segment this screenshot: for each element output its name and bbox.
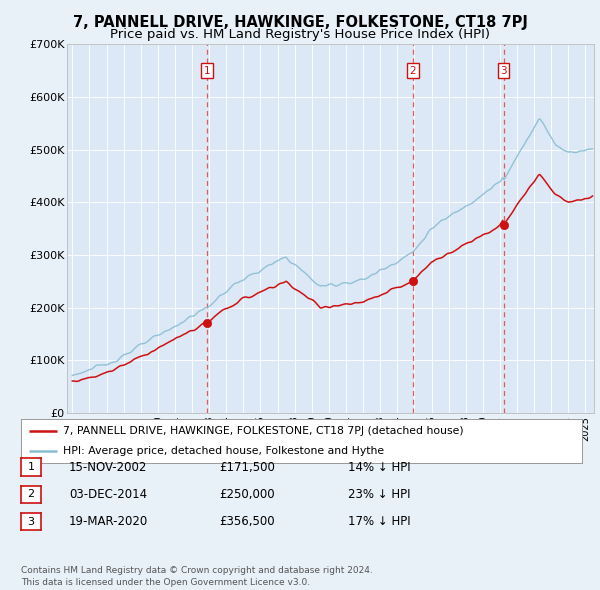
Text: £250,000: £250,000 [219, 488, 275, 501]
Text: 17% ↓ HPI: 17% ↓ HPI [348, 515, 410, 528]
Text: 14% ↓ HPI: 14% ↓ HPI [348, 461, 410, 474]
Text: 1: 1 [204, 65, 211, 76]
Text: 2: 2 [410, 65, 416, 76]
Text: £171,500: £171,500 [219, 461, 275, 474]
Text: 1: 1 [28, 463, 34, 472]
Text: HPI: Average price, detached house, Folkestone and Hythe: HPI: Average price, detached house, Folk… [63, 446, 384, 455]
Text: 19-MAR-2020: 19-MAR-2020 [69, 515, 148, 528]
Text: 7, PANNELL DRIVE, HAWKINGE, FOLKESTONE, CT18 7PJ (detached house): 7, PANNELL DRIVE, HAWKINGE, FOLKESTONE, … [63, 427, 464, 436]
Text: £356,500: £356,500 [219, 515, 275, 528]
Text: Price paid vs. HM Land Registry's House Price Index (HPI): Price paid vs. HM Land Registry's House … [110, 28, 490, 41]
Text: 7, PANNELL DRIVE, HAWKINGE, FOLKESTONE, CT18 7PJ: 7, PANNELL DRIVE, HAWKINGE, FOLKESTONE, … [73, 15, 527, 30]
Text: 03-DEC-2014: 03-DEC-2014 [69, 488, 147, 501]
Text: 15-NOV-2002: 15-NOV-2002 [69, 461, 148, 474]
Text: 3: 3 [28, 517, 34, 526]
Text: 23% ↓ HPI: 23% ↓ HPI [348, 488, 410, 501]
Text: 2: 2 [28, 490, 34, 499]
Text: 3: 3 [500, 65, 507, 76]
Text: Contains HM Land Registry data © Crown copyright and database right 2024.
This d: Contains HM Land Registry data © Crown c… [21, 566, 373, 587]
